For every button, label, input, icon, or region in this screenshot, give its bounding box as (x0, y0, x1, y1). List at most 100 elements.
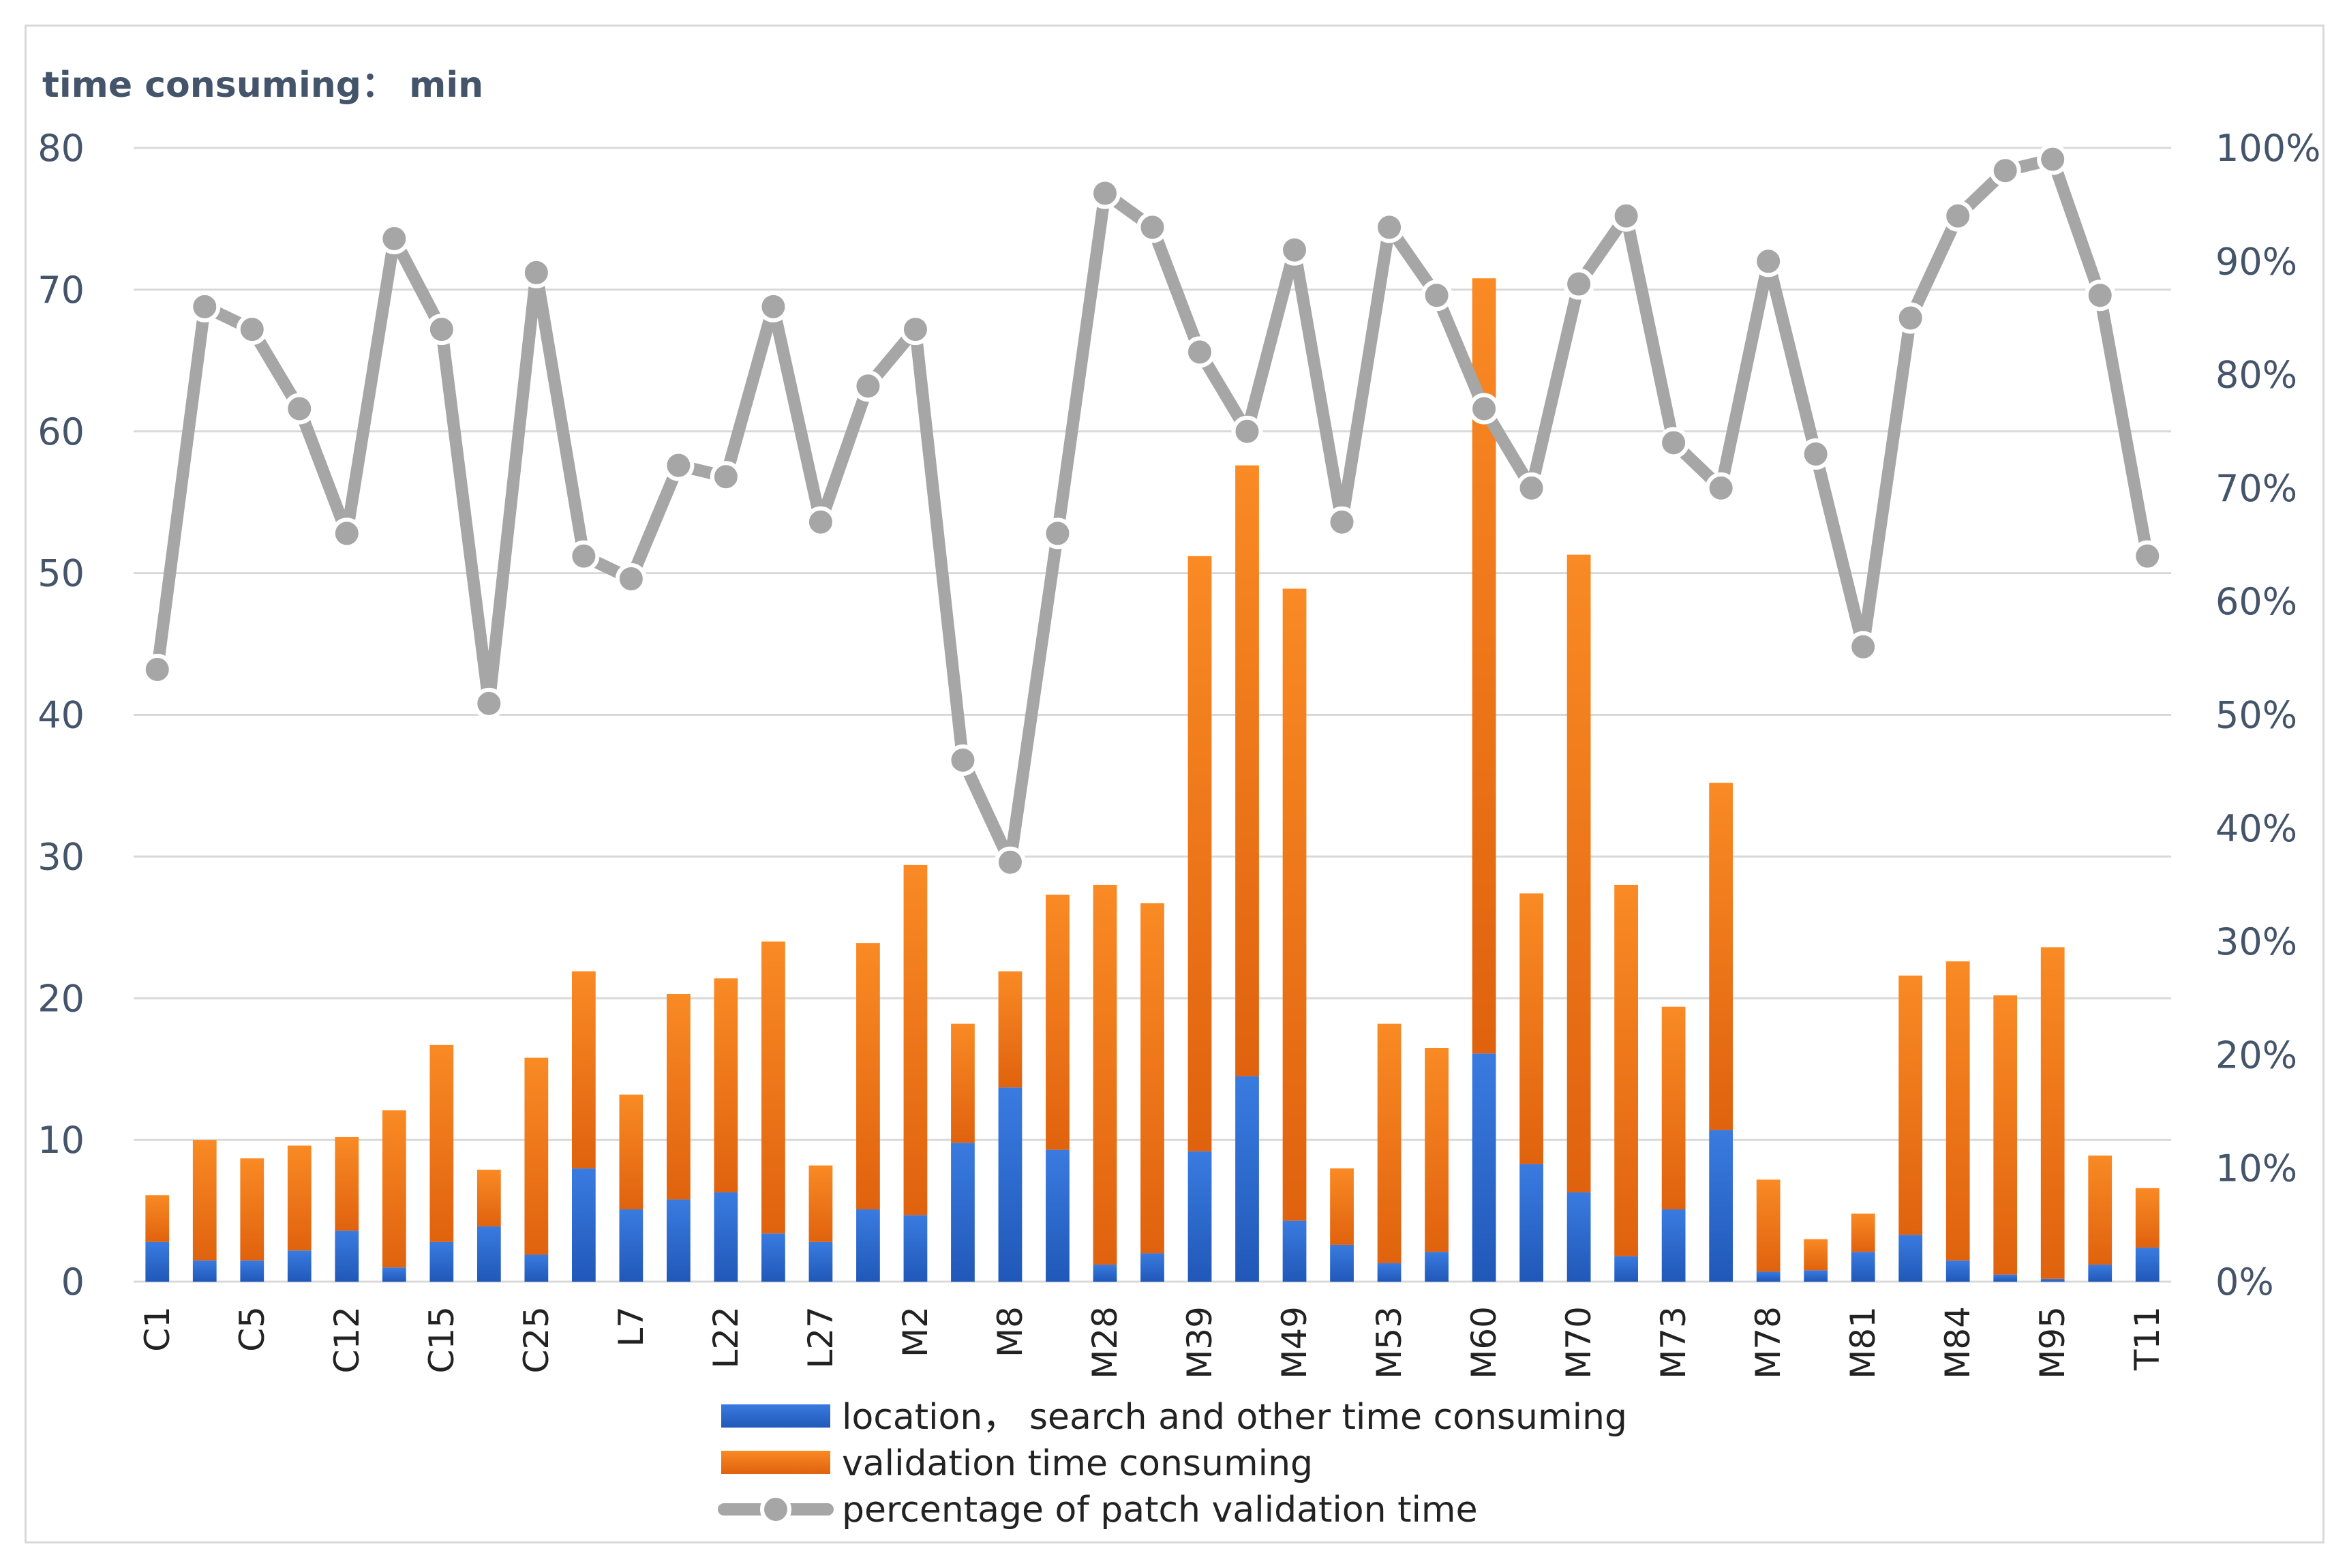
bar-validation-M51 (1330, 1168, 1354, 1245)
bar-location-M95 (2040, 1278, 2065, 1282)
unit-label: time consuming： min (42, 65, 483, 106)
bar-location-M8 (998, 1087, 1023, 1282)
percentage-point-M37 (1136, 211, 1168, 243)
x-tick-label: L27 (801, 1306, 841, 1368)
percentage-point-M8 (994, 846, 1026, 878)
percentage-point-M58 (1421, 280, 1453, 312)
bar-location-M51 (1330, 1244, 1354, 1282)
left-tick-label: 20 (37, 977, 85, 1020)
bar-validation-L7 (619, 1094, 643, 1209)
x-tick-label: M2 (896, 1306, 935, 1357)
bar-location-L22 (714, 1192, 738, 1282)
x-tick-label: M49 (1275, 1306, 1314, 1379)
bar-location-M60 (1472, 1053, 1496, 1282)
percentage-point-C7 (284, 393, 316, 425)
bar-location-M12 (1046, 1149, 1070, 1282)
bar-validation-M95 (2040, 947, 2065, 1279)
bar-location-L24 (761, 1233, 785, 1282)
left-tick-label: 30 (37, 835, 85, 878)
left-tick-label: 40 (37, 694, 85, 737)
chart-frame (25, 25, 2325, 1543)
x-tick-label: M78 (1748, 1306, 1788, 1379)
percentage-line (141, 143, 2164, 878)
bar-location-C4 (192, 1260, 217, 1282)
bar-validation-M53 (1377, 1023, 1402, 1263)
x-tick-label: M39 (1180, 1306, 1220, 1379)
bar-location-C12 (335, 1231, 359, 1282)
bar-location-M28 (1093, 1265, 1117, 1282)
percentage-point-C12 (331, 517, 363, 549)
bar-validation-C25 (524, 1057, 549, 1255)
bar-validation-C13 (382, 1110, 406, 1268)
x-tick-label: C1 (138, 1306, 177, 1352)
x-tick-label: C25 (517, 1306, 556, 1374)
percentage-point-L27 (804, 506, 836, 538)
legend: location， search and other time consumin… (718, 1397, 1627, 1531)
bar-location-M78 (1756, 1271, 1781, 1282)
bar-location-L10 (667, 1199, 691, 1282)
bar-validation-C4 (192, 1140, 217, 1261)
percentage-point-C18 (473, 687, 505, 719)
bar-location-M53 (1377, 1263, 1402, 1282)
bar-location-M80 (1804, 1270, 1828, 1282)
bar-validation-M80 (1804, 1239, 1828, 1271)
right-tick-label: 20% (2215, 1034, 2297, 1076)
bar-location-C5 (240, 1260, 264, 1282)
bar-validation-M72 (1614, 884, 1638, 1256)
legend-label-percentage: percentage of patch validation time (842, 1490, 1478, 1531)
percentage-point-L24 (757, 290, 789, 322)
bar-location-M83 (1898, 1235, 1923, 1282)
bar-location-M5 (951, 1143, 975, 1282)
bar-validation-M81 (1851, 1213, 1875, 1252)
x-tick-label: L7 (611, 1306, 651, 1347)
percentage-point-M46 (1231, 415, 1263, 447)
percentage-point-M78 (1753, 245, 1785, 277)
bar-validation-M70 (1566, 554, 1591, 1193)
bar-location-C13 (382, 1267, 406, 1282)
bar-validation-M37 (1140, 903, 1164, 1254)
bar-location-M2 (903, 1215, 928, 1282)
percentage-point-L10 (663, 449, 695, 481)
bar-validation-M39 (1187, 556, 1212, 1151)
bar-location-C1 (145, 1241, 170, 1282)
bar-location-M39 (1187, 1151, 1212, 1282)
percentage-point-M51 (1326, 506, 1358, 538)
percentage-point-C5 (236, 314, 268, 346)
bar-validation-L22 (714, 978, 738, 1193)
bar-validation-M46 (1235, 465, 1259, 1076)
right-tick-label: 90% (2215, 240, 2297, 283)
percentage-point-M81 (1847, 631, 1879, 663)
percentage-point-M53 (1374, 211, 1406, 243)
bar-location-M81 (1851, 1252, 1875, 1282)
right-axis-labels: 0% 10% 20% 30% 40% 50% 60% 70% 80% 90% 100% (2215, 127, 2320, 1303)
x-tick-label: M73 (1654, 1306, 1693, 1379)
bar-validation-C15 (429, 1044, 454, 1242)
right-tick-label: 100% (2215, 127, 2320, 170)
bar-location-C25 (524, 1254, 549, 1282)
x-tick-label: M70 (1559, 1306, 1599, 1379)
bar-location-T9 (2088, 1265, 2113, 1282)
bar-location-L28 (856, 1209, 880, 1282)
left-tick-label: 0 (61, 1261, 85, 1303)
percentage-point-M60 (1468, 393, 1500, 425)
bar-validation-T9 (2088, 1155, 2113, 1265)
gridlines (134, 147, 2171, 1283)
x-tick-label: M81 (1843, 1306, 1883, 1379)
right-tick-label: 30% (2215, 920, 2297, 963)
bar-location-M72 (1614, 1256, 1638, 1282)
percentage-point-T11 (2132, 540, 2164, 572)
percentage-point-M75 (1705, 472, 1737, 504)
left-tick-label: 60 (37, 410, 85, 453)
bar-location-M58 (1425, 1252, 1449, 1282)
percentage-point-M72 (1610, 200, 1642, 232)
left-tick-label: 10 (37, 1119, 85, 1162)
x-tick-label: M8 (990, 1306, 1030, 1357)
right-tick-label: 70% (2215, 467, 2297, 510)
right-tick-label: 60% (2215, 580, 2297, 623)
bar-validation-M2 (903, 864, 928, 1216)
bar-validation-L10 (667, 994, 691, 1200)
percentage-series-line (151, 153, 2154, 869)
percentage-point-L5 (568, 540, 600, 572)
bar-location-M46 (1235, 1076, 1259, 1282)
